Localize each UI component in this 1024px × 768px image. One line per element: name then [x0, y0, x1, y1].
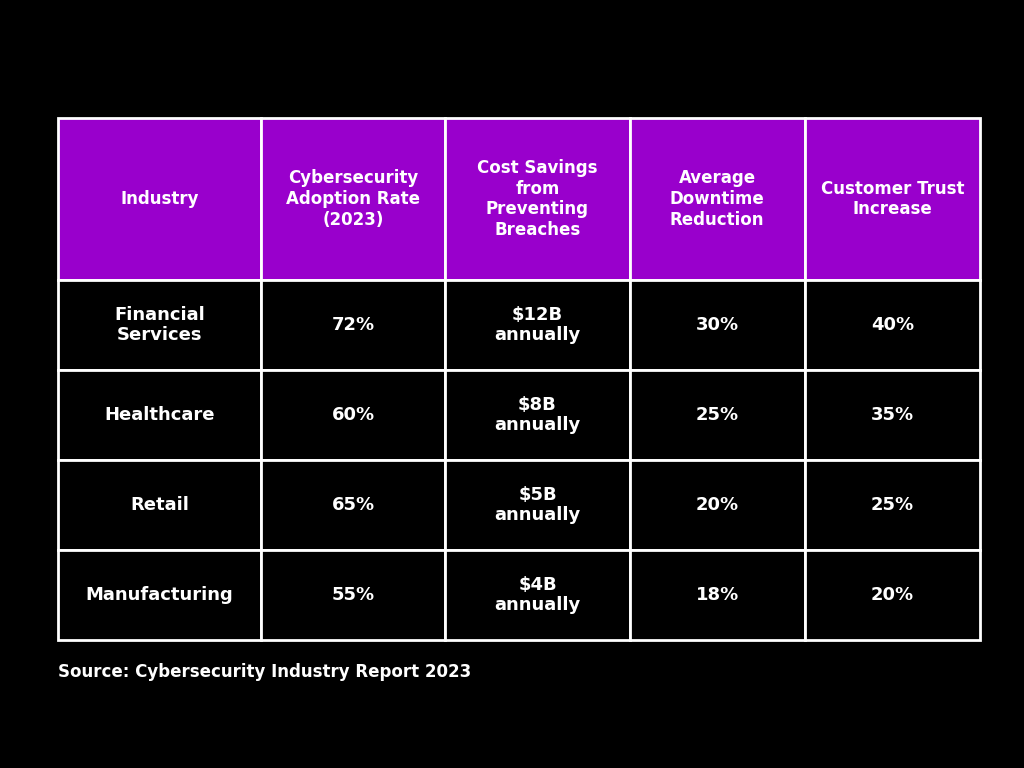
Bar	[630, 550, 805, 640]
Bar	[445, 370, 630, 460]
Bar	[445, 460, 630, 550]
Text: 25%: 25%	[695, 406, 738, 424]
Bar	[58, 280, 261, 370]
Text: 20%: 20%	[870, 586, 914, 604]
Bar	[805, 370, 980, 460]
Text: Customer Trust
Increase: Customer Trust Increase	[820, 180, 965, 218]
Text: 55%: 55%	[332, 586, 375, 604]
Bar	[805, 118, 980, 280]
Bar	[261, 118, 445, 280]
Text: 60%: 60%	[332, 406, 375, 424]
Bar	[630, 280, 805, 370]
Bar	[805, 280, 980, 370]
Text: Industry: Industry	[120, 190, 199, 208]
Text: $4B
annually: $4B annually	[495, 575, 581, 614]
Bar	[445, 118, 630, 280]
Text: Healthcare: Healthcare	[104, 406, 215, 424]
Text: Financial
Services: Financial Services	[114, 306, 205, 344]
Bar	[261, 460, 445, 550]
Text: 65%: 65%	[332, 496, 375, 514]
Text: Cost Savings
from
Preventing
Breaches: Cost Savings from Preventing Breaches	[477, 159, 598, 239]
Bar	[445, 280, 630, 370]
Bar	[261, 280, 445, 370]
Bar	[58, 460, 261, 550]
Text: 18%: 18%	[695, 586, 739, 604]
Text: Manufacturing: Manufacturing	[86, 586, 233, 604]
Text: 30%: 30%	[695, 316, 738, 334]
Text: 35%: 35%	[870, 406, 914, 424]
Text: Retail: Retail	[130, 496, 188, 514]
Text: 72%: 72%	[332, 316, 375, 334]
Text: 20%: 20%	[695, 496, 738, 514]
Bar	[261, 550, 445, 640]
Bar	[58, 118, 261, 280]
Bar	[630, 370, 805, 460]
Bar	[805, 550, 980, 640]
Text: Cybersecurity
Adoption Rate
(2023): Cybersecurity Adoption Rate (2023)	[286, 169, 420, 229]
Text: 40%: 40%	[870, 316, 914, 334]
Text: Average
Downtime
Reduction: Average Downtime Reduction	[670, 169, 765, 229]
Bar	[261, 370, 445, 460]
Bar	[445, 550, 630, 640]
Text: 25%: 25%	[870, 496, 914, 514]
Text: $8B
annually: $8B annually	[495, 396, 581, 435]
Text: Source: Cybersecurity Industry Report 2023: Source: Cybersecurity Industry Report 20…	[58, 663, 471, 681]
Bar	[58, 370, 261, 460]
Text: $12B
annually: $12B annually	[495, 306, 581, 344]
Bar	[58, 550, 261, 640]
Bar	[630, 460, 805, 550]
Bar	[630, 118, 805, 280]
Text: $5B
annually: $5B annually	[495, 485, 581, 525]
Bar	[805, 460, 980, 550]
